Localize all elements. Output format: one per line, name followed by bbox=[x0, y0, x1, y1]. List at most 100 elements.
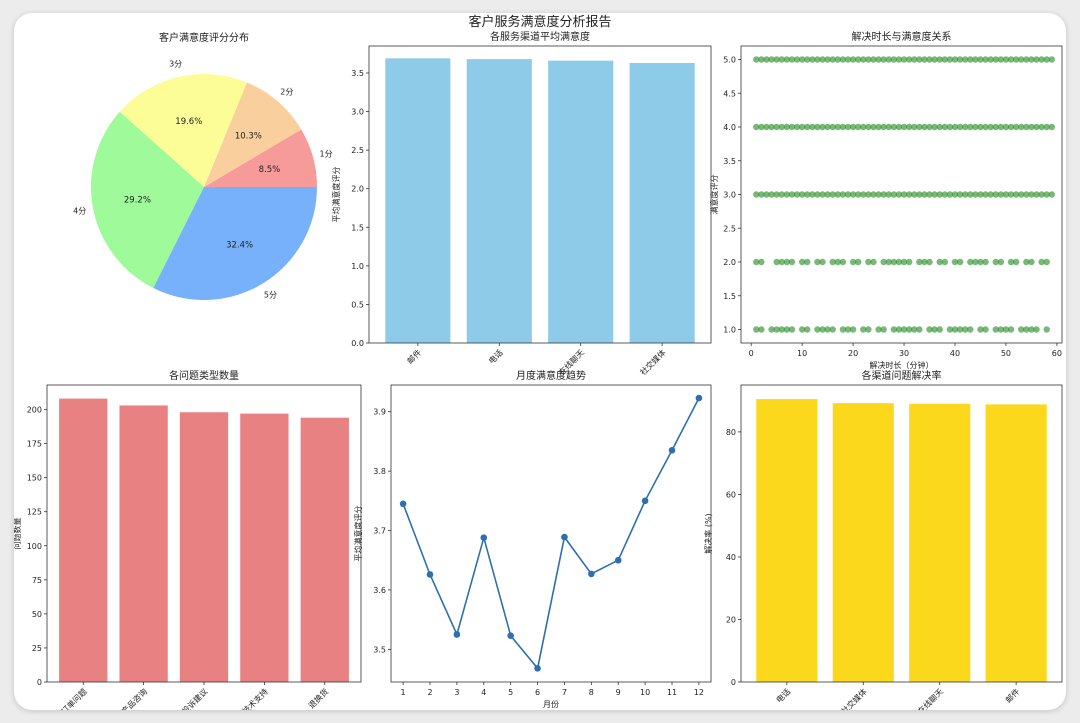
monthly-trend-ytick-label: 3.5 bbox=[373, 645, 386, 654]
monthly-trend-point bbox=[426, 571, 434, 578]
duration-scatter-point bbox=[849, 56, 857, 63]
channel-satisfaction-bar bbox=[548, 60, 614, 344]
pie-slice bbox=[119, 74, 247, 187]
duration-scatter-point bbox=[956, 56, 964, 63]
duration-scatter-point bbox=[967, 123, 974, 131]
duration-scatter-point bbox=[905, 123, 913, 131]
duration-scatter-point bbox=[865, 258, 872, 266]
channel-satisfaction-bar bbox=[466, 59, 532, 343]
monthly-trend-xtick-label: 1 bbox=[401, 688, 406, 697]
duration-scatter-point bbox=[885, 56, 892, 63]
monthly-trend-point bbox=[534, 665, 541, 672]
duration-scatter-ytick-label: 2.5 bbox=[723, 224, 736, 233]
monthly-trend-point bbox=[588, 570, 595, 578]
duration-scatter-point bbox=[798, 56, 806, 63]
duration-scatter-point bbox=[992, 191, 999, 198]
duration-scatter-point bbox=[814, 326, 821, 333]
duration-scatter-point bbox=[972, 258, 979, 266]
channel-satisfaction-bar bbox=[629, 62, 695, 343]
monthly-trend-series-line bbox=[402, 397, 700, 671]
duration-scatter-point bbox=[829, 56, 836, 63]
channel-satisfaction-ytick-label: 2.5 bbox=[351, 146, 364, 155]
duration-scatter-point bbox=[916, 56, 923, 63]
duration-scatter-point bbox=[890, 258, 898, 266]
duration-scatter-point bbox=[860, 191, 867, 198]
monthly-trend-xtick-label: 12 bbox=[694, 688, 704, 697]
pie-chart: 客户满意度评分分布 8.5% 1分 10.3% 2分 19.6% 3分 29.2% 4分 32.4… bbox=[73, 31, 333, 300]
monthly-trend-point bbox=[668, 447, 676, 454]
duration-scatter-point bbox=[804, 191, 811, 198]
duration-scatter-point bbox=[783, 258, 791, 266]
duration-scatter-point bbox=[880, 326, 887, 333]
duration-scatter-point bbox=[834, 56, 842, 63]
duration-scatter-point bbox=[961, 326, 969, 333]
duration-scatter-point bbox=[931, 56, 938, 63]
duration-scatter-title: 解决时长与满意度关系 bbox=[852, 30, 952, 43]
channel-satisfaction-chart: 邮件 电话 在线聊天 社交媒体0.00.51.01.52.02.53.03.5各服务渠… bbox=[331, 30, 712, 377]
duration-scatter-point bbox=[773, 123, 780, 131]
monthly-trend-chart: 3.53.63.73.83.91 2 3 4 5 6 7 8 9 10 11 12月度满意度趋势平均满… bbox=[353, 369, 712, 709]
duration-scatter-point bbox=[865, 56, 872, 63]
duration-scatter-point bbox=[895, 258, 903, 266]
duration-scatter-point bbox=[854, 258, 862, 266]
duration-scatter-point bbox=[758, 326, 765, 333]
pie-slice-value: 8.5% bbox=[259, 165, 281, 175]
duration-scatter-xtick-label: 60 bbox=[1052, 349, 1062, 358]
duration-scatter-point bbox=[1018, 326, 1025, 333]
pie-slice bbox=[91, 111, 204, 289]
monthly-trend-ytick-label: 3.6 bbox=[373, 586, 386, 595]
duration-scatter-point bbox=[982, 191, 989, 198]
duration-scatter-point bbox=[936, 123, 943, 131]
duration-scatter-point bbox=[773, 258, 780, 266]
resolution-rate-ytick-label: 40 bbox=[726, 553, 736, 562]
duration-scatter-point bbox=[753, 326, 760, 333]
duration-scatter-point bbox=[997, 326, 1005, 333]
duration-scatter-point bbox=[921, 56, 928, 63]
resolution-rate-xtick-label: 邮件 bbox=[1003, 686, 1021, 704]
duration-scatter-point bbox=[860, 123, 867, 131]
duration-scatter-point bbox=[890, 326, 898, 333]
issue-types-title: 各问题类型数量 bbox=[169, 369, 239, 382]
duration-scatter-point bbox=[844, 191, 852, 198]
duration-scatter-ytick-label: 3.0 bbox=[723, 191, 736, 200]
channel-satisfaction-bar bbox=[385, 58, 451, 343]
duration-scatter-point bbox=[824, 191, 831, 198]
duration-scatter-xtick-label: 50 bbox=[1001, 349, 1011, 358]
duration-scatter-point bbox=[753, 123, 760, 131]
duration-scatter-point bbox=[997, 123, 1005, 131]
duration-scatter-point bbox=[911, 123, 918, 131]
duration-scatter-point bbox=[819, 56, 826, 63]
duration-scatter-point bbox=[946, 56, 954, 63]
duration-scatter-point bbox=[895, 56, 903, 63]
duration-scatter-point bbox=[1033, 56, 1040, 63]
duration-scatter-ylabel: 满意度评分 bbox=[709, 175, 719, 215]
duration-scatter-point bbox=[1007, 123, 1015, 131]
duration-scatter-point bbox=[809, 123, 816, 131]
resolution-rate-bar bbox=[985, 404, 1047, 682]
duration-scatter-point bbox=[895, 326, 903, 333]
issue-types-ytick-label: 200 bbox=[27, 406, 42, 415]
duration-scatter-point bbox=[916, 258, 923, 266]
duration-scatter-point bbox=[824, 123, 831, 131]
monthly-trend-point bbox=[399, 500, 407, 508]
duration-scatter-point bbox=[814, 56, 821, 63]
duration-scatter-point bbox=[768, 326, 775, 333]
issue-types-bar bbox=[300, 417, 349, 682]
duration-scatter-point bbox=[1018, 56, 1025, 63]
issue-types-xtick-label: 产品咨询 bbox=[119, 686, 149, 710]
duration-scatter-point bbox=[911, 56, 918, 63]
duration-scatter-point bbox=[1048, 123, 1056, 131]
pie-slice-label: 4分 bbox=[73, 207, 86, 216]
resolution-rate-ytick-label: 20 bbox=[726, 615, 736, 624]
channel-satisfaction-ytick-label: 2.0 bbox=[351, 185, 364, 194]
duration-scatter-point bbox=[961, 56, 969, 63]
duration-scatter-point bbox=[982, 258, 989, 266]
duration-scatter-point bbox=[819, 326, 826, 333]
monthly-trend-xtick-label: 4 bbox=[481, 688, 486, 697]
monthly-trend-point bbox=[614, 556, 622, 564]
pie-slice-label: 5分 bbox=[264, 291, 277, 300]
duration-scatter-point bbox=[788, 326, 796, 333]
monthly-trend-point bbox=[641, 497, 649, 505]
duration-scatter-point bbox=[931, 326, 938, 333]
duration-scatter-point bbox=[865, 123, 872, 131]
